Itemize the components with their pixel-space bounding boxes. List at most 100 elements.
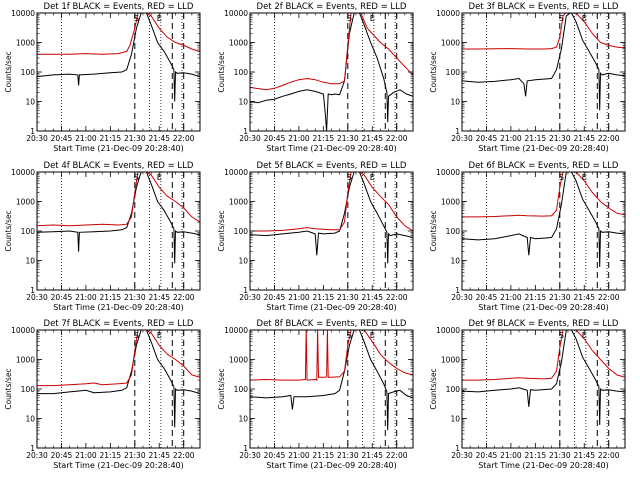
annotation-label: E xyxy=(582,14,587,23)
series-line-events xyxy=(37,172,200,264)
x-tick-label: 21:15 xyxy=(313,451,335,460)
annotation-label: S xyxy=(559,14,564,23)
y-tick-label: 1 xyxy=(455,286,460,295)
panel-title: Det 6f BLACK = Events, RED = LLD xyxy=(469,161,619,171)
x-tick-label: 20:45 xyxy=(264,293,286,302)
x-tick-label: 21:15 xyxy=(525,293,547,302)
x-tick-label: 21:30 xyxy=(549,293,571,302)
x-tick-label: 21:15 xyxy=(100,451,122,460)
y-tick-label: 10 xyxy=(238,415,248,424)
x-tick-label: 22:00 xyxy=(598,134,620,143)
x-axis-label: Start Time (21-Dec-09 20:28:40) xyxy=(266,461,397,470)
x-tick-label: 21:30 xyxy=(337,134,359,143)
y-tick-label: 10000 xyxy=(436,9,460,18)
detector-panel-2: Det 2f BLACK = Events, RED = LLD S E 1 10 100… xyxy=(217,2,414,153)
x-tick-label: 21:45 xyxy=(148,293,170,302)
annotation-label: S xyxy=(347,173,352,182)
y-axis-label: Counts/sec xyxy=(4,51,13,92)
y-tick-label: 10 xyxy=(450,257,460,266)
x-tick-label: 22:00 xyxy=(386,293,408,302)
y-tick-label: 100 xyxy=(234,68,249,77)
y-tick-label: 10000 xyxy=(224,9,248,18)
x-axis-label: Start Time (21-Dec-09 20:28:40) xyxy=(478,144,609,153)
y-tick-label: 10 xyxy=(238,257,248,266)
x-tick-label: 20:45 xyxy=(476,451,498,460)
x-tick-label: 21:45 xyxy=(573,451,595,460)
y-tick-label: 1 xyxy=(243,444,248,453)
x-axis-label: Start Time (21-Dec-09 20:28:40) xyxy=(266,303,397,312)
x-tick-label: 21:45 xyxy=(361,134,383,143)
x-axis-label: Start Time (21-Dec-09 20:28:40) xyxy=(53,303,184,312)
series-line-lld xyxy=(37,13,200,55)
y-tick-label: 10 xyxy=(25,98,35,107)
y-tick-label: 10000 xyxy=(11,9,35,18)
x-tick-label: 21:00 xyxy=(288,134,310,143)
series-line-events xyxy=(462,172,625,268)
y-tick-label: 10000 xyxy=(436,168,460,177)
y-tick-label: 1000 xyxy=(229,356,248,365)
series-line-lld xyxy=(250,330,413,381)
annotation-label: S xyxy=(347,14,352,23)
plot-frame xyxy=(461,12,626,132)
y-axis-label: Counts/sec xyxy=(217,210,226,251)
detector-panel-7: Det 7f BLACK = Events, RED = LLD S E 1 10 100… xyxy=(4,319,201,470)
x-tick-label: 20:30 xyxy=(26,451,48,460)
x-tick-label: 21:15 xyxy=(313,134,335,143)
y-tick-label: 1 xyxy=(455,127,460,136)
x-tick-label: 20:45 xyxy=(476,134,498,143)
y-tick-label: 1000 xyxy=(229,198,248,207)
y-tick-label: 10000 xyxy=(224,326,248,335)
y-tick-label: 10 xyxy=(25,415,35,424)
panel-title: Det 9f BLACK = Events, RED = LLD xyxy=(469,319,619,329)
x-axis-label: Start Time (21-Dec-09 20:28:40) xyxy=(266,144,397,153)
x-tick-label: 21:30 xyxy=(124,134,146,143)
detector-panel-4: Det 4f BLACK = Events, RED = LLD S E 1 10 100… xyxy=(4,161,201,312)
y-tick-label: 100 xyxy=(234,385,249,394)
y-tick-label: 10 xyxy=(25,257,35,266)
y-tick-label: 1000 xyxy=(441,39,460,48)
y-tick-label: 10 xyxy=(450,415,460,424)
x-tick-label: 20:45 xyxy=(51,293,73,302)
annotation-label: S xyxy=(134,14,139,23)
annotation-label: E xyxy=(157,331,162,340)
series-line-lld xyxy=(37,172,200,227)
x-tick-label: 21:00 xyxy=(500,451,522,460)
x-tick-label: 22:00 xyxy=(173,134,195,143)
detector-panel-5: Det 5f BLACK = Events, RED = LLD S E 1 10 100… xyxy=(217,161,414,312)
annotation-label: S xyxy=(134,331,139,340)
x-tick-label: 22:00 xyxy=(386,134,408,143)
y-axis-label: Counts/sec xyxy=(429,51,438,92)
panel-title: Det 1f BLACK = Events, RED = LLD xyxy=(44,2,194,12)
x-tick-label: 22:00 xyxy=(598,451,620,460)
series-line-lld xyxy=(462,330,625,381)
y-tick-label: 100 xyxy=(446,227,461,236)
plot-frame xyxy=(249,329,414,449)
series-line-lld xyxy=(250,172,413,232)
x-tick-label: 21:00 xyxy=(75,293,97,302)
x-tick-label: 21:00 xyxy=(75,451,97,460)
x-tick-label: 20:30 xyxy=(451,293,473,302)
x-tick-label: 20:30 xyxy=(451,451,473,460)
x-tick-label: 21:00 xyxy=(500,134,522,143)
x-tick-label: 21:15 xyxy=(525,451,547,460)
x-tick-label: 21:15 xyxy=(100,293,122,302)
y-tick-label: 10000 xyxy=(11,326,35,335)
x-tick-label: 22:00 xyxy=(386,451,408,460)
y-tick-label: 10000 xyxy=(224,168,248,177)
annotation-label: E xyxy=(582,173,587,182)
series-line-lld xyxy=(250,13,413,91)
annotation-label: S xyxy=(347,331,352,340)
x-tick-label: 20:30 xyxy=(451,134,473,143)
annotation-label: S xyxy=(134,173,139,182)
y-axis-label: Counts/sec xyxy=(4,368,13,409)
x-tick-label: 22:00 xyxy=(598,293,620,302)
panel-title: Det 5f BLACK = Events, RED = LLD xyxy=(257,161,407,171)
x-tick-label: 21:45 xyxy=(361,293,383,302)
annotation-label: E xyxy=(370,14,375,23)
y-tick-label: 1 xyxy=(30,127,35,136)
series-line-lld xyxy=(37,330,200,387)
annotation-label: E xyxy=(370,173,375,182)
x-axis-label: Start Time (21-Dec-09 20:28:40) xyxy=(478,303,609,312)
series-line-lld xyxy=(462,172,625,218)
series-line-events xyxy=(462,13,625,111)
